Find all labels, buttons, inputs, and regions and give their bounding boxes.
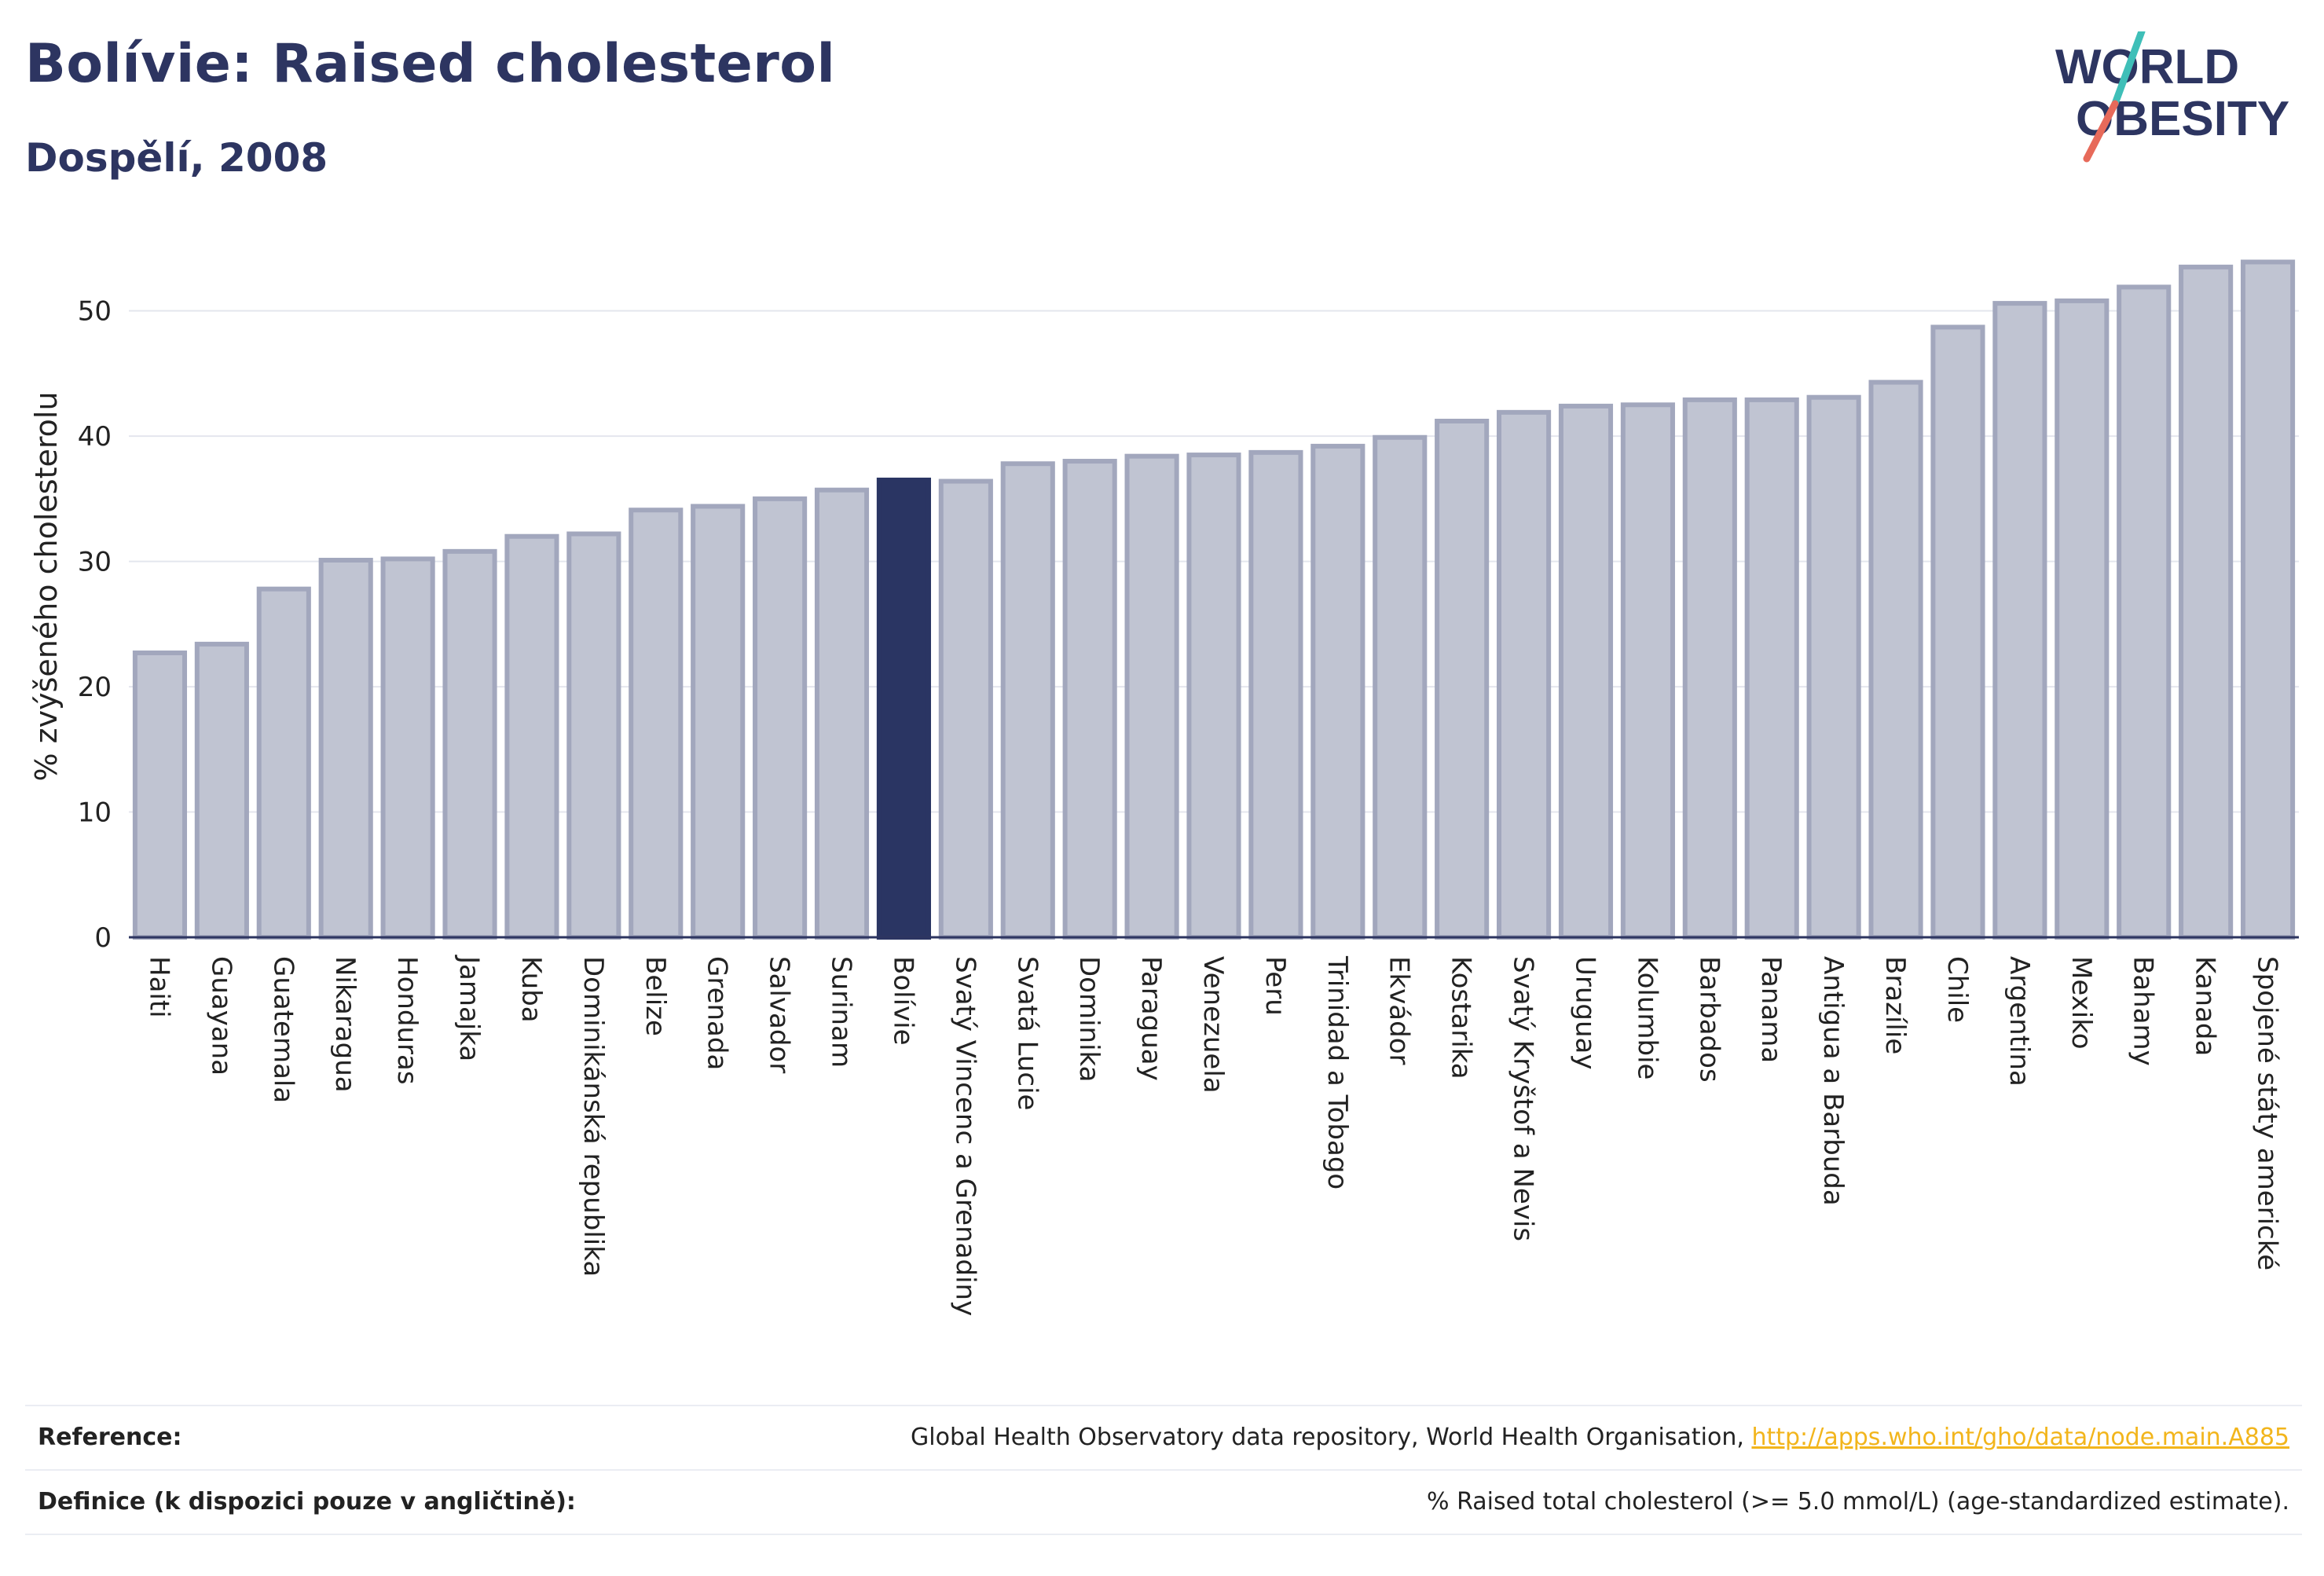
bar — [2055, 298, 2110, 940]
x-tick-label: Mexiko — [2066, 956, 2097, 1050]
definition-label: Definice (k dispozici pouze v angličtině… — [38, 1488, 576, 1516]
bar — [938, 478, 993, 940]
bar — [629, 508, 684, 940]
x-tick-label: Bolívie — [887, 956, 918, 1046]
x-tick-label: Kostarika — [1446, 956, 1477, 1079]
y-tick-label: 0 — [94, 922, 112, 954]
x-tick-label: Svatá Lucie — [1011, 956, 1043, 1110]
x-tick-label: Kanada — [2190, 956, 2221, 1056]
footer-divider-bottom — [25, 1534, 2302, 1535]
reference-value: Global Health Observatory data repositor… — [911, 1424, 2289, 1451]
bar — [1558, 403, 1614, 940]
reference-label: Reference: — [38, 1424, 182, 1451]
footer-reference-row: Reference: Global Health Observatory dat… — [25, 1424, 2302, 1455]
x-tick-label: Belize — [640, 956, 671, 1036]
bar — [194, 641, 249, 940]
x-tick-label: Salvador — [764, 956, 795, 1073]
bar — [2117, 284, 2172, 940]
bar — [132, 651, 188, 940]
reference-text: Global Health Observatory data repositor… — [911, 1424, 1752, 1451]
y-tick-label: 10 — [78, 797, 112, 829]
x-tick-label: Paraguay — [1135, 956, 1167, 1081]
x-tick-label: Venezuela — [1197, 956, 1229, 1094]
bar — [1620, 402, 1675, 940]
bar — [1124, 453, 1179, 940]
bar — [1682, 397, 1737, 940]
y-tick-label: 40 — [78, 421, 112, 453]
x-tick-label: Barbados — [1693, 956, 1725, 1083]
x-tick-label: Svatý Kryštof a Nevis — [1508, 956, 1539, 1241]
bar — [1435, 419, 1490, 940]
bar — [1248, 449, 1303, 940]
footer-divider-middle — [25, 1469, 2302, 1471]
x-tick-label: Spojené státy americké — [2252, 956, 2283, 1270]
footer-divider-top — [25, 1405, 2302, 1406]
definition-value: % Raised total cholesterol (>= 5.0 mmol/… — [1427, 1488, 2289, 1516]
bar — [2240, 259, 2296, 940]
bar — [504, 533, 559, 940]
footer-definition-row: Definice (k dispozici pouze v angličtině… — [25, 1488, 2302, 1519]
bar — [442, 548, 497, 940]
bar — [1744, 397, 1799, 940]
logo-line2: OBESITY — [2076, 92, 2289, 146]
x-tick-label: Bahamy — [2128, 956, 2159, 1066]
x-tick-label: Jamajka — [453, 955, 485, 1061]
x-tick-label: Ekvádor — [1384, 956, 1415, 1065]
x-tick-label: Dominika — [1073, 956, 1105, 1082]
x-tick-label: Antigua a Barbuda — [1817, 956, 1849, 1206]
bar — [753, 496, 808, 940]
logo-slash-teal — [2111, 31, 2146, 108]
x-tick-label: Svatý Vincenc a Grenadiny — [949, 956, 981, 1316]
x-tick-label: Argentina — [2003, 956, 2035, 1087]
x-tick-label: Guatemala — [267, 956, 299, 1103]
x-tick-label: Nikaragua — [329, 956, 361, 1093]
y-tick-label: 50 — [78, 296, 112, 328]
x-tick-label: Dominikánská republika — [577, 956, 609, 1277]
x-tick-label: Panama — [1755, 956, 1787, 1063]
bar — [1992, 301, 2047, 940]
bar — [876, 477, 931, 940]
y-tick-label: 20 — [78, 672, 112, 703]
bar — [2179, 264, 2234, 940]
bar — [814, 487, 870, 940]
bar — [1806, 394, 1861, 940]
x-tick-label: Peru — [1259, 956, 1291, 1016]
chart-title: Bolívie: Raised cholesterol — [25, 33, 836, 95]
world-obesity-logo: WORLD OBESITY — [2055, 31, 2289, 163]
logo-line1: WORLD — [2055, 40, 2239, 94]
bar — [1310, 443, 1365, 940]
bar-chart: 0 10 20 30 40 50 % zvýšeného cholesterolu Haiti… — [29, 259, 2299, 1316]
x-tick-label: Grenada — [702, 956, 733, 1070]
bar — [1186, 453, 1241, 940]
bar — [318, 558, 373, 940]
y-axis-label: % zvýšeného cholesterolu — [29, 391, 64, 781]
bar — [1000, 461, 1055, 940]
bar — [1062, 459, 1117, 940]
y-tick-label: 30 — [78, 547, 112, 578]
bar — [256, 586, 311, 940]
x-tick-label: Uruguay — [1569, 956, 1600, 1070]
x-tick-label: Haiti — [143, 956, 174, 1018]
bar — [1497, 409, 1552, 940]
x-tick-label: Surinam — [826, 956, 857, 1068]
bar — [1373, 434, 1428, 940]
bar — [380, 556, 435, 940]
x-tick-label: Trinidad a Tobago — [1321, 955, 1353, 1189]
bar — [1868, 379, 1923, 940]
bar — [1930, 324, 1985, 940]
x-tick-label: Kolumbie — [1631, 956, 1662, 1079]
x-tick-label: Guayana — [205, 956, 236, 1076]
x-tick-label: Brazílie — [1879, 956, 1911, 1054]
x-tick-label: Honduras — [391, 956, 423, 1085]
logo-slash-coral — [2083, 100, 2119, 163]
bar — [691, 504, 746, 940]
chart-subtitle: Dospělí, 2008 — [25, 135, 328, 181]
reference-link[interactable]: http://apps.who.int/gho/data/node.main.A… — [1751, 1424, 2289, 1451]
bar — [566, 531, 621, 940]
x-tick-label: Chile — [1941, 956, 1973, 1023]
x-tick-label: Kuba — [515, 956, 547, 1023]
